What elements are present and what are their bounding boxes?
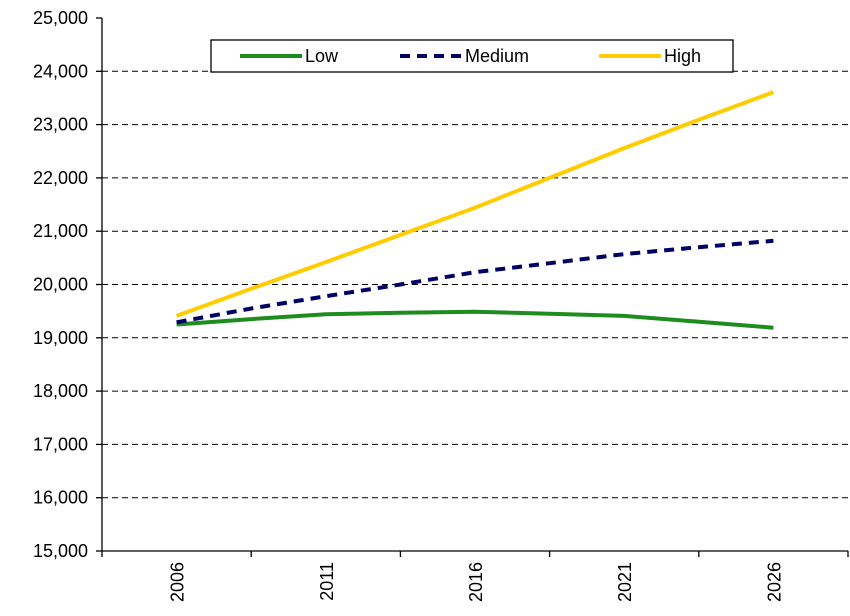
- legend-label-low: Low: [305, 46, 339, 66]
- y-tick-label: 17,000: [33, 434, 88, 454]
- y-tick-label: 18,000: [33, 381, 88, 401]
- series-lines: [175, 90, 775, 330]
- x-tick-label: 2021: [615, 562, 635, 602]
- y-tick-label: 25,000: [33, 8, 88, 28]
- series-line-high: [175, 90, 775, 318]
- legend-label-high: High: [664, 46, 701, 66]
- y-tick-label: 16,000: [33, 488, 88, 508]
- x-tick-label: 2006: [168, 562, 188, 602]
- x-tick-label: 2026: [764, 562, 784, 602]
- y-tick-label: 24,000: [33, 61, 88, 81]
- legend: Low Medium High: [210, 39, 734, 73]
- y-tick-label: 19,000: [33, 328, 88, 348]
- y-tick-label: 20,000: [33, 275, 88, 295]
- x-tick-label: 2011: [317, 562, 337, 601]
- x-tick-label: 2016: [466, 562, 486, 602]
- x-axis-ticks: 2006 2011 2016 2021 2026: [101, 551, 849, 602]
- gridlines: [102, 70, 848, 499]
- y-tick-label: 21,000: [33, 221, 88, 241]
- y-tick-label: 22,000: [33, 168, 88, 188]
- legend-label-medium: Medium: [465, 46, 529, 66]
- y-tick-label: 23,000: [33, 115, 88, 135]
- series-line-low: [176, 309, 774, 330]
- series-line-medium: [176, 238, 774, 325]
- y-tick-label: 15,000: [33, 541, 88, 561]
- y-axis-ticks: 15,000 16,000 17,000 18,000 19,000 20,000 21,0…: [33, 8, 102, 561]
